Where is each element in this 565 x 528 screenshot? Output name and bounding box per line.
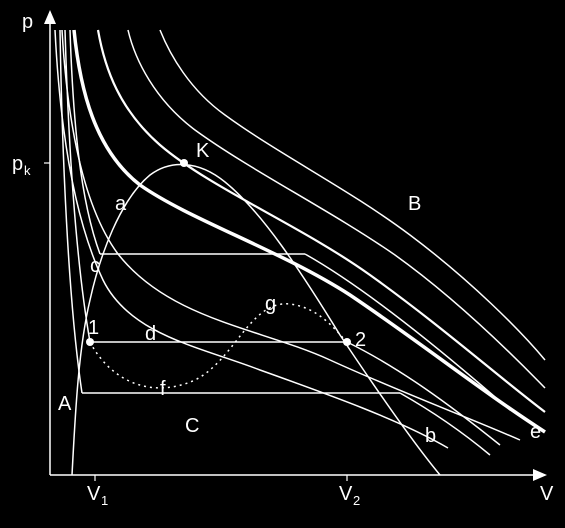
region-label-A: A (58, 393, 72, 415)
curve-label-g: g (265, 293, 276, 315)
curve-label-d: d (145, 323, 156, 345)
region-label-C: C (185, 415, 199, 437)
point-K (180, 159, 188, 167)
curve-label-c: c (90, 255, 100, 277)
point-label-2: 2 (355, 329, 366, 351)
y-axis-label: p (22, 11, 33, 33)
curve-label-f: f (160, 378, 166, 400)
pk-sub: k (24, 163, 31, 178)
V1-sub: 1 (101, 493, 108, 508)
region-label-B: B (408, 193, 421, 215)
V2-label: V (339, 483, 353, 505)
V2-sub: 2 (353, 493, 360, 508)
y-axis-arrow (44, 10, 56, 24)
V1-label: V (87, 483, 101, 505)
x-axis-arrow (533, 469, 547, 481)
curve-label-e: e (530, 421, 541, 443)
pk-label: p (12, 153, 23, 175)
point-label-1: 1 (88, 317, 99, 339)
point-label-K: K (196, 140, 210, 162)
curve-label-b: b (425, 425, 436, 447)
x-axis-label: V (540, 483, 554, 505)
point-1 (86, 338, 94, 346)
point-2 (343, 338, 351, 346)
curve-label-a: a (115, 193, 127, 215)
